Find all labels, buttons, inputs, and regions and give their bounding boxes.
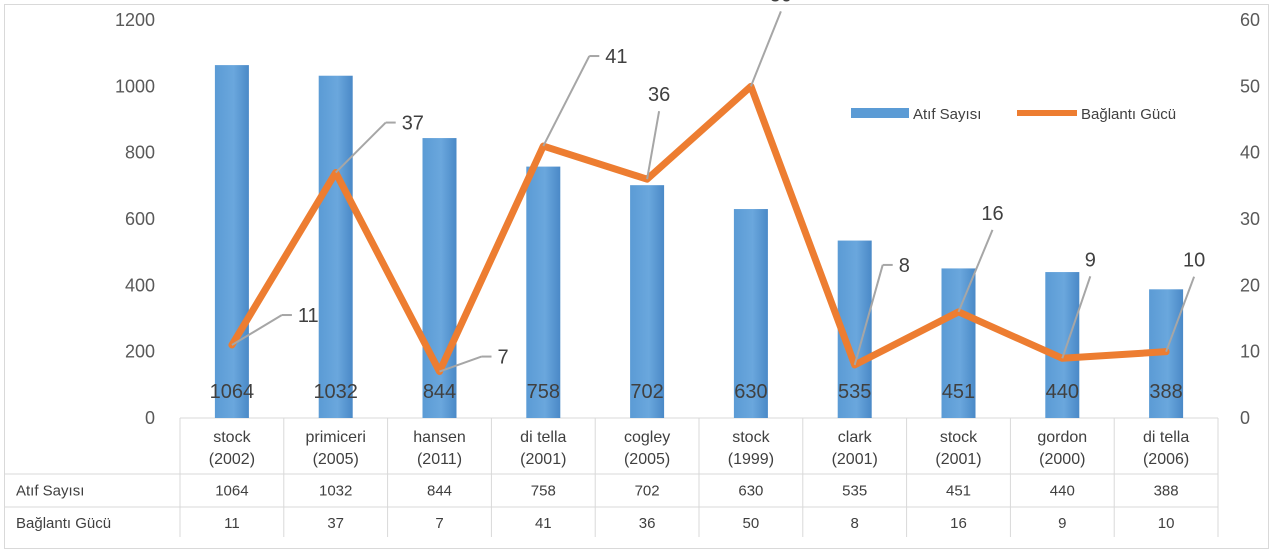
y-left-tick-label: 400	[125, 275, 155, 295]
line-data-label: 8	[899, 255, 910, 277]
y-left-tick-label: 200	[125, 342, 155, 362]
y-left-tick-label: 0	[145, 408, 155, 428]
bar	[1045, 272, 1080, 418]
legend-label: Atıf Sayısı	[913, 106, 981, 123]
table-cell-value: 630	[738, 483, 763, 500]
table-cell-value: 41	[535, 515, 552, 532]
bar-data-label: 535	[838, 381, 871, 403]
table-cell-value: 1064	[215, 483, 248, 500]
table-cell-value: 10	[1158, 515, 1175, 532]
table-cell-value: 9	[1058, 515, 1066, 532]
category-label: cogley (2005)	[624, 429, 670, 468]
bar-data-label: 440	[1046, 381, 1079, 403]
category-label: di tella (2006)	[1143, 429, 1189, 468]
table-row-header: Bağlantı Gücü	[16, 515, 111, 532]
line-data-label: 11	[298, 305, 319, 327]
y-right-tick-label: 30	[1240, 209, 1260, 229]
table-cell-value: 388	[1154, 483, 1179, 500]
bar-data-label: 1032	[313, 381, 358, 403]
bar	[214, 65, 249, 419]
bar	[941, 268, 976, 418]
line-data-label: 7	[498, 347, 509, 369]
table-cell-value: 440	[1050, 483, 1075, 500]
bar-data-label: 451	[942, 381, 975, 403]
bar	[733, 209, 768, 418]
line-data-label: 36	[648, 84, 670, 106]
bar-data-label: 630	[734, 381, 767, 403]
leader-line	[1165, 276, 1196, 353]
table-cell-value: 11	[224, 515, 240, 532]
legend-label: Bağlantı Gücü	[1081, 106, 1176, 123]
y-right-tick-label: 0	[1240, 408, 1250, 428]
y-right-tick-label: 50	[1240, 76, 1260, 96]
y-right-tick-label: 60	[1240, 10, 1260, 30]
category-label: stock (1999)	[728, 429, 774, 468]
line-data-label: 41	[605, 46, 627, 68]
line-series	[228, 82, 1170, 376]
category-label: stock (2002)	[209, 429, 255, 468]
table-cell-value: 50	[743, 515, 760, 532]
leader-line	[231, 314, 283, 346]
legend-bar-swatch	[851, 108, 909, 118]
category-label: stock (2001)	[935, 429, 981, 468]
table-cell-value: 8	[851, 515, 859, 532]
leader-line	[957, 229, 994, 313]
leader-line	[749, 10, 782, 87]
category-label: gordon (2000)	[1037, 429, 1087, 468]
y-left-tick-label: 1000	[115, 76, 155, 96]
table-cell-value: 758	[531, 483, 556, 500]
bar-data-label: 758	[527, 381, 560, 403]
table-cell-value: 1032	[319, 483, 352, 500]
leader-line	[542, 55, 591, 147]
y-right-tick-label: 40	[1240, 143, 1260, 163]
table-cell-value: 451	[946, 483, 971, 500]
bar-data-label: 702	[630, 381, 663, 403]
table-cell-value: 36	[639, 515, 656, 532]
bar	[422, 138, 457, 418]
category-label: di tella (2001)	[520, 429, 566, 468]
category-label: clark (2001)	[832, 429, 878, 468]
table-cell-value: 37	[327, 515, 344, 532]
table-cell-value: 844	[427, 483, 452, 500]
table-cell-value: 7	[435, 515, 443, 532]
table-cell-value: 535	[842, 483, 867, 500]
category-label: hansen (2011)	[413, 429, 466, 468]
table-row-header: Atıf Sayısı	[16, 483, 84, 500]
leader-line	[334, 121, 387, 174]
line-data-label: 9	[1085, 249, 1096, 271]
leader-line	[853, 264, 884, 366]
y-right-tick-label: 10	[1240, 342, 1260, 362]
bar-data-label: 844	[423, 381, 456, 403]
line-data-label: 37	[402, 113, 424, 135]
leader-line	[439, 355, 482, 373]
bar-data-label: 1064	[210, 381, 255, 403]
line-data-label: 10	[1183, 250, 1205, 272]
leader-line	[1061, 275, 1092, 359]
table-cell-value: 16	[950, 515, 967, 532]
table-cell-value: 702	[635, 483, 660, 500]
bar	[630, 185, 665, 418]
bar-data-label: 388	[1149, 381, 1182, 403]
bar	[318, 75, 353, 418]
line-data-label: 16	[981, 203, 1003, 225]
y-left-tick-label: 1200	[115, 10, 155, 30]
bar	[526, 166, 561, 418]
line-data-label: 50	[770, 0, 792, 6]
category-label: primiceri (2005)	[305, 429, 365, 468]
y-right-tick-label: 20	[1240, 275, 1260, 295]
y-left-tick-label: 800	[125, 143, 155, 163]
leader-line	[646, 111, 661, 180]
y-left-tick-label: 600	[125, 209, 155, 229]
